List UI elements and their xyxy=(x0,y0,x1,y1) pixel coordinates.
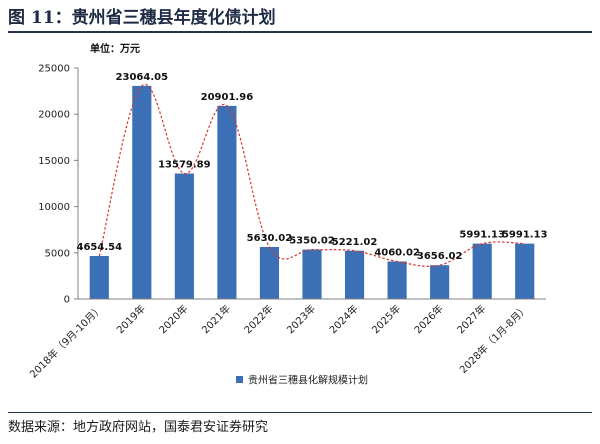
value-label: 23064.05 xyxy=(116,72,169,83)
value-label: 4060.02 xyxy=(374,247,420,258)
value-label: 5221.02 xyxy=(332,237,378,248)
x-tick-label: 2026年 xyxy=(411,302,445,336)
x-tick-label: 2024年 xyxy=(326,302,360,336)
y-tick-label: 5000 xyxy=(45,248,70,259)
unit-label: 单位：万元 xyxy=(90,42,140,55)
value-labels: 4654.54 23064.05 13579.89 20901.96 5630.0253… xyxy=(76,72,547,262)
value-label: 5350.02 xyxy=(289,236,335,247)
bar xyxy=(89,255,109,299)
value-label: 20901.96 xyxy=(201,92,254,103)
value-label: 3656.02 xyxy=(417,251,463,262)
bar xyxy=(132,85,152,299)
bar xyxy=(472,243,492,299)
bar xyxy=(515,243,535,299)
x-tick-label: 2019年 xyxy=(114,302,148,336)
value-label: 13579.89 xyxy=(158,160,211,171)
x-tick-label: 2028年（1月-8月） xyxy=(457,302,531,376)
title-rule xyxy=(8,31,592,33)
bar xyxy=(259,246,280,299)
legend-swatch xyxy=(236,376,243,383)
trend-line xyxy=(98,83,525,267)
bar xyxy=(430,265,450,299)
value-label: 5991.13 xyxy=(502,230,548,241)
source-note: 数据来源：地方政府网站，国泰君安证券研究 xyxy=(8,420,269,435)
y-tick-label: 0 xyxy=(64,295,70,306)
x-tick-label: 2022年 xyxy=(241,302,275,336)
bar-series xyxy=(89,85,535,299)
y-tick-label: 10000 xyxy=(38,202,70,213)
x-tick-label: 2020年 xyxy=(156,302,190,336)
bar xyxy=(217,105,237,299)
y-tick-label: 25000 xyxy=(38,64,70,75)
value-label: 5991.13 xyxy=(459,230,505,241)
y-tick-label: 20000 xyxy=(38,110,70,121)
x-tick-label: 2018年（9月-10月） xyxy=(27,302,106,381)
figure-title: 图 11：贵州省三穗县年度化债计划 xyxy=(8,8,276,28)
y-axis: 0 5000 10000 15000 20000 25000 xyxy=(38,64,79,306)
legend: 贵州省三穗县化解规模计划 xyxy=(236,374,368,387)
y-tick-label: 15000 xyxy=(38,156,70,167)
value-label: 4654.54 xyxy=(76,242,122,253)
bar xyxy=(174,173,194,299)
x-tick-label: 2027年 xyxy=(454,302,488,336)
bar xyxy=(387,261,407,299)
source-rule xyxy=(8,412,592,413)
x-tick-label: 2021年 xyxy=(199,302,233,336)
value-label: 5630.02 xyxy=(247,233,293,244)
x-tick-label: 2025年 xyxy=(369,302,403,336)
bar xyxy=(344,250,365,299)
x-tick-label: 2023年 xyxy=(284,302,318,336)
bar xyxy=(302,249,322,299)
x-axis: 2018年（9月-10月） 2019年 2020年 2021年 2022年 2023年 20… xyxy=(27,298,546,381)
bar-chart: 0 5000 10000 15000 20000 25000 单位：万元 2018年（9月… xyxy=(27,42,548,387)
legend-label: 贵州省三穗县化解规模计划 xyxy=(248,374,368,387)
